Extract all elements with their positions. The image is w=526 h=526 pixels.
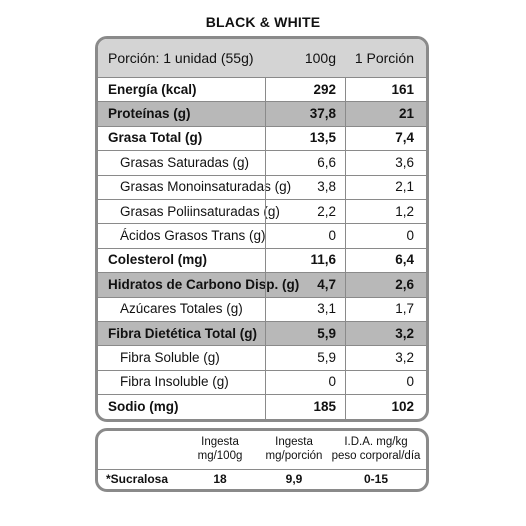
row-divider [98,174,426,176]
value-per-portion: 3,2 [395,325,414,341]
row-divider [98,77,426,78]
value-per-portion: 7,4 [395,130,414,146]
table-row: Grasa Total (g) 13,5 7,4 [98,126,426,150]
value-per-100g: 5,9 [317,350,336,366]
value-per-portion: 3,2 [395,350,414,366]
row-divider [98,247,426,249]
column-header-100g: 100g [304,50,336,66]
value-per-100g: 292 [313,81,336,97]
nutrient-label: Fibra Insoluble (g) [120,374,229,390]
column-divider-2 [345,77,346,419]
table-row: Sodio (mg) 185 102 [98,394,426,418]
table-row: Proteínas (g) 37,8 21 [98,101,426,126]
value-per-100g: 3,8 [317,179,336,195]
row-divider [98,199,426,200]
nutrient-label: Grasas Poliinsaturadas (g) [120,203,280,219]
ida-sucralose-ida: 0-15 [363,472,389,486]
value-per-100g: 3,1 [317,301,336,317]
ida-divider [98,469,426,470]
table-row: Fibra Soluble (g) 5,9 3,2 [98,345,426,369]
nutrient-label: Fibra Dietética Total (g) [108,325,258,341]
value-per-portion: 3,6 [395,154,414,170]
table-header-row: Porción: 1 unidad (55g) 100g 1 Porción [98,39,426,77]
nutrient-label: Grasas Saturadas (g) [120,154,250,170]
value-per-portion: 1,2 [395,203,414,219]
value-per-100g: 4,7 [317,276,336,292]
table-row: Fibra Dietética Total (g) 5,9 3,2 [98,321,426,346]
ida-table: Ingesta mg/100g Ingesta mg/porción I.D.A… [95,428,429,492]
ida-header-row: Ingesta mg/100g Ingesta mg/porción I.D.A… [98,431,426,469]
table-row: Grasas Saturadas (g) 6,6 3,6 [98,150,426,174]
nutrient-label: Proteínas (g) [108,106,191,122]
row-divider [98,369,426,371]
table-row: Ácidos Grasos Trans (g) 0 0 [98,223,426,247]
row-divider [98,296,426,298]
value-per-portion: 21 [398,106,414,122]
table-row: Energía (kcal) 292 161 [98,77,426,101]
table-row: Colesterol (mg) 11,6 6,4 [98,248,426,272]
value-per-100g: 0 [328,228,336,244]
nutrient-label: Grasa Total (g) [108,130,203,146]
table-row: Grasas Monoinsaturadas (g) 3,8 2,1 [98,175,426,199]
value-per-portion: 6,4 [395,252,414,268]
value-per-portion: 2,6 [395,276,414,292]
portion-label: Porción: 1 unidad (55g) [108,50,254,66]
value-per-portion: 1,7 [395,301,414,317]
ida-sucralose-per-100g: 18 [213,472,227,486]
ida-sucralose-row: *Sucralosa 18 9,9 0-15 [98,469,426,489]
row-divider [98,321,426,322]
value-per-portion: 161 [391,81,414,97]
value-per-portion: 0 [406,374,414,390]
value-per-100g: 2,2 [317,203,336,219]
ida-sucralose-per-portion: 9,9 [285,472,303,486]
nutrient-label: Hidratos de Carbono Disp. (g) [108,276,300,292]
table-row: Hidratos de Carbono Disp. (g) 4,7 2,6 [98,272,426,297]
nutrient-label: Sodio (mg) [108,398,179,414]
product-title: BLACK & WHITE [205,14,321,30]
table-row: Azúcares Totales (g) 3,1 1,7 [98,297,426,321]
value-per-portion: 2,1 [395,179,414,195]
ida-header-per-100g: Ingesta mg/100g [197,436,243,462]
row-divider [98,101,426,103]
value-per-100g: 37,8 [309,106,336,122]
value-per-100g: 0 [328,374,336,390]
value-per-100g: 5,9 [317,325,336,341]
nutrient-label: Grasas Monoinsaturadas (g) [120,179,292,195]
column-header-portion: 1 Porción [354,50,414,66]
nutrient-label: Fibra Soluble (g) [120,350,220,366]
ida-header-ida: I.D.A. mg/kg peso corporal/día [331,436,421,462]
value-per-100g: 11,6 [310,252,336,268]
row-divider [98,223,426,225]
row-divider [98,125,426,127]
value-per-100g: 13,5 [309,130,336,146]
value-per-100g: 6,6 [317,154,336,170]
nutrition-table: Porción: 1 unidad (55g) 100g 1 Porción E… [95,36,429,422]
table-row: Fibra Insoluble (g) 0 0 [98,370,426,394]
nutrient-label: Azúcares Totales (g) [120,301,243,317]
nutrient-label: Ácidos Grasos Trans (g) [120,228,266,244]
value-per-portion: 0 [406,228,414,244]
value-per-portion: 102 [391,398,414,414]
table-row: Grasas Poliinsaturadas (g) 2,2 1,2 [98,199,426,223]
row-divider [98,345,426,347]
column-divider-1 [265,77,266,419]
row-divider [98,150,426,152]
nutrient-label: Colesterol (mg) [108,252,208,268]
ida-sucralose-label: *Sucralosa [106,472,169,486]
row-divider [98,394,426,396]
value-per-100g: 185 [313,398,336,414]
ida-header-per-portion: Ingesta mg/porción [265,436,323,462]
row-divider [98,272,426,274]
nutrient-label: Energía (kcal) [108,81,197,97]
